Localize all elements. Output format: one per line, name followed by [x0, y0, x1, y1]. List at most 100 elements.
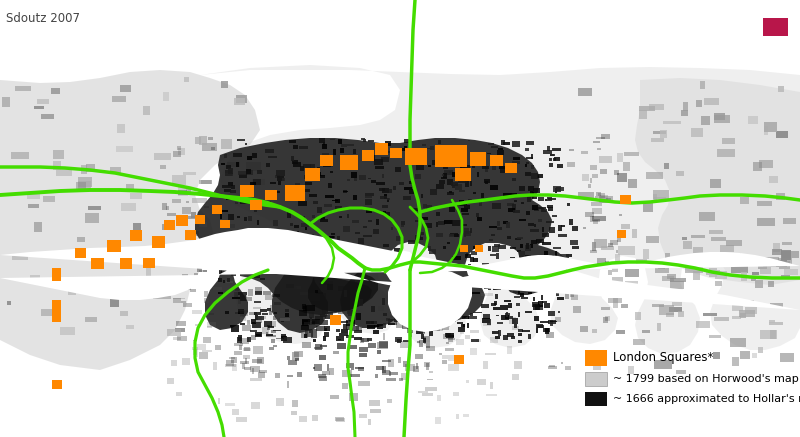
Bar	[501, 316, 509, 320]
Bar	[238, 309, 244, 311]
Bar	[520, 244, 523, 248]
Bar	[466, 253, 468, 256]
Bar	[468, 139, 470, 141]
Bar	[458, 191, 465, 192]
Bar	[385, 141, 390, 143]
Bar	[37, 98, 50, 104]
Bar	[592, 208, 602, 214]
Polygon shape	[388, 265, 472, 332]
Bar	[278, 181, 282, 184]
Bar	[739, 310, 755, 317]
Bar	[98, 262, 104, 269]
Bar	[263, 316, 266, 319]
Bar	[398, 357, 401, 364]
Bar	[639, 110, 647, 119]
Bar	[382, 188, 390, 193]
Bar	[548, 198, 556, 200]
Bar	[544, 303, 550, 308]
Bar	[452, 172, 458, 177]
Bar	[281, 336, 286, 341]
Bar	[670, 278, 686, 282]
Bar	[458, 314, 464, 319]
Bar	[262, 312, 269, 315]
Bar	[154, 153, 170, 160]
Bar	[401, 148, 405, 151]
Bar	[546, 197, 552, 201]
Bar	[561, 225, 565, 227]
Bar	[126, 184, 134, 190]
Bar	[654, 261, 672, 266]
Bar	[470, 257, 474, 262]
Bar	[450, 282, 458, 285]
Bar	[454, 184, 462, 190]
Bar	[572, 225, 578, 231]
Bar	[245, 143, 247, 145]
Bar	[258, 316, 264, 320]
Bar	[254, 249, 256, 251]
Bar	[461, 201, 466, 205]
Bar	[525, 245, 530, 251]
Bar	[383, 323, 386, 328]
Bar	[622, 225, 630, 229]
Bar	[658, 265, 665, 269]
Bar	[554, 157, 560, 161]
Bar	[413, 307, 419, 309]
Bar	[533, 305, 540, 310]
Bar	[470, 348, 477, 354]
Bar	[210, 313, 214, 316]
Bar	[425, 148, 432, 149]
Bar	[112, 96, 126, 102]
Bar	[758, 201, 772, 206]
Bar	[494, 278, 497, 281]
Text: ~ 1799 based on Horwood's map: ~ 1799 based on Horwood's map	[613, 374, 798, 384]
Bar	[172, 199, 181, 203]
Bar	[526, 157, 533, 159]
Bar	[512, 178, 517, 181]
Bar	[253, 179, 261, 184]
Bar	[120, 258, 132, 269]
Bar	[547, 146, 550, 151]
Bar	[299, 416, 307, 422]
Bar	[478, 200, 481, 201]
Bar	[439, 316, 442, 319]
Bar	[541, 295, 543, 300]
Bar	[442, 167, 448, 170]
Bar	[252, 360, 262, 363]
Bar	[454, 234, 459, 237]
Bar	[250, 330, 257, 332]
Bar	[657, 323, 661, 331]
Bar	[250, 378, 262, 381]
Bar	[309, 293, 320, 301]
Bar	[166, 329, 182, 336]
Bar	[424, 362, 430, 367]
Bar	[330, 163, 334, 167]
Bar	[285, 191, 290, 194]
Bar	[441, 149, 447, 154]
Bar	[566, 253, 572, 257]
Bar	[439, 322, 444, 325]
Bar	[468, 199, 472, 201]
Bar	[585, 212, 594, 217]
Bar	[443, 246, 446, 249]
Bar	[368, 156, 374, 161]
Bar	[666, 313, 674, 317]
Bar	[494, 276, 501, 284]
Bar	[495, 336, 500, 339]
Bar	[526, 311, 532, 313]
Bar	[458, 181, 466, 183]
Bar	[467, 323, 469, 328]
Bar	[317, 207, 322, 212]
Bar	[751, 353, 757, 357]
Bar	[209, 137, 214, 140]
Bar	[558, 234, 566, 237]
Bar	[214, 242, 225, 249]
Bar	[498, 322, 503, 325]
Bar	[782, 251, 799, 258]
Bar	[461, 264, 465, 268]
Bar	[292, 250, 294, 253]
Bar	[258, 170, 262, 174]
Bar	[340, 155, 358, 170]
Bar	[229, 357, 235, 359]
Bar	[429, 250, 436, 254]
Bar	[482, 305, 489, 309]
